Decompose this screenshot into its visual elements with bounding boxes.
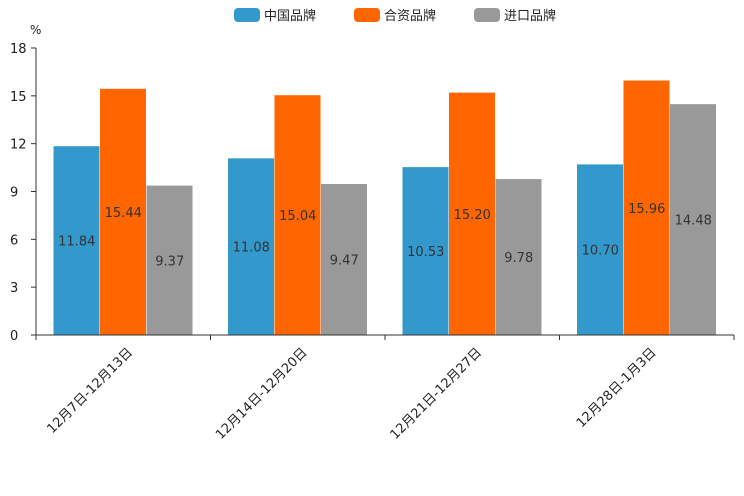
bar-value-label: 15.20	[454, 208, 491, 223]
x-axis: 12月7日-12月13日 12月14日-12月20日 12月21日-12月27日 12…	[35, 334, 735, 443]
x-category-label: 12月28日-1月3日	[574, 345, 660, 431]
y-tick-label: 6	[10, 233, 18, 248]
bar-1-4	[577, 164, 623, 335]
legend-item-3[interactable]: 进口品牌	[474, 8, 556, 24]
y-tick-label: 15	[10, 90, 27, 105]
bar-3-2	[321, 184, 367, 335]
y-tick-label: 3	[10, 281, 18, 296]
bar-value-label: 15.96	[628, 202, 665, 217]
legend-swatch	[474, 8, 500, 22]
bar-1-1	[53, 146, 100, 335]
legend-swatch	[234, 8, 260, 22]
bar-2-4	[623, 80, 670, 335]
bar-value-label: 9.47	[330, 254, 359, 269]
legend-label: 中国品牌	[264, 8, 316, 24]
bar-value-label: 9.37	[155, 254, 184, 269]
legend-swatch	[354, 8, 380, 22]
legend-label: 合资品牌	[384, 8, 436, 24]
bar-value-label: 11.08	[233, 241, 270, 256]
bar-3-1	[146, 185, 193, 335]
bar-2-2	[274, 95, 321, 335]
bar-value-label: 14.48	[675, 214, 712, 229]
legend-label: 进口品牌	[504, 8, 556, 24]
legend-item-2[interactable]: 合资品牌	[354, 8, 436, 24]
value-labels-layer: 11.84 15.44 9.37 11.08 15.04 9.47 10.53 15.20 9.…	[58, 202, 712, 270]
bar-value-label: 11.84	[58, 235, 95, 250]
x-category-label: 12月21日-12月27日	[388, 345, 485, 442]
bars-layer	[53, 80, 716, 336]
bar-1-3	[402, 167, 449, 335]
y-axis: 0 3 6 9 12 15 18	[10, 42, 37, 344]
legend: 中国品牌 合资品牌 进口品牌	[234, 8, 556, 24]
bar-2-1	[100, 88, 146, 335]
bar-value-label: 10.70	[582, 244, 619, 259]
bar-2-3	[449, 92, 495, 336]
y-tick-label: 18	[10, 42, 27, 57]
legend-item-1[interactable]: 中国品牌	[234, 8, 316, 24]
x-category-label: 12月7日-12月13日	[44, 345, 136, 437]
y-tick-label: 0	[10, 329, 18, 344]
bar-value-label: 15.04	[279, 209, 316, 224]
bar-value-label: 15.44	[105, 206, 142, 221]
y-axis-unit-label: %	[30, 23, 41, 37]
bar-value-label: 10.53	[407, 245, 444, 260]
x-category-label: 12月14日-12月20日	[213, 345, 310, 442]
bar-3-4	[670, 104, 716, 335]
y-tick-label: 9	[10, 186, 18, 201]
bar-1-2	[228, 158, 274, 335]
bar-value-label: 9.78	[504, 251, 533, 266]
bar-3-3	[495, 179, 542, 335]
y-tick-label: 12	[10, 138, 27, 153]
